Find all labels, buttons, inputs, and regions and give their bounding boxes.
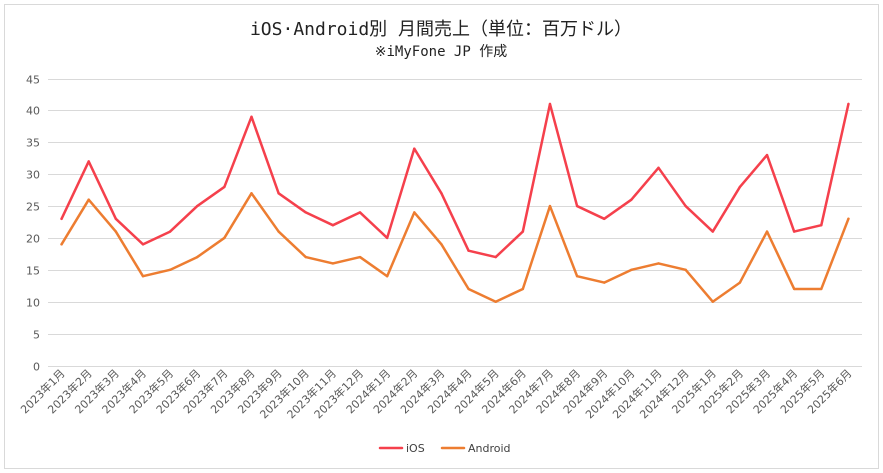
- data-point-ios: [548, 102, 552, 106]
- data-point-android: [603, 281, 606, 284]
- data-point-android: [114, 230, 118, 233]
- data-point-android: [141, 275, 145, 278]
- data-point-android: [765, 230, 769, 233]
- data-point-android: [413, 211, 416, 214]
- data-point-ios: [494, 255, 497, 259]
- data-point-ios: [792, 230, 796, 233]
- data-point-android: [521, 287, 525, 291]
- y-axis-tick-labels: 0 5 10 15 20 25 30 35 40 45: [26, 74, 40, 374]
- data-point-android: [250, 192, 253, 195]
- gridlines: [48, 79, 862, 367]
- y-tick-label: 40: [26, 105, 40, 118]
- data-point-ios: [304, 211, 307, 214]
- data-point-android: [440, 243, 443, 246]
- data-point-android: [575, 275, 579, 278]
- legend-label-android: Android: [468, 442, 511, 455]
- y-tick-label: 15: [26, 265, 40, 278]
- series-lines: [60, 102, 850, 303]
- data-point-ios: [250, 115, 253, 118]
- data-point-ios: [575, 204, 579, 208]
- data-point-android: [630, 268, 633, 272]
- data-point-ios: [630, 198, 633, 201]
- data-point-ios: [60, 217, 63, 221]
- chart-subtitle: ※iMyFone JP 作成: [375, 44, 507, 60]
- y-tick-label: 0: [33, 361, 40, 374]
- y-tick-label: 20: [26, 233, 40, 246]
- legend-label-ios: iOS: [406, 442, 425, 455]
- chart-border: [4, 4, 879, 469]
- data-point-ios: [684, 204, 687, 208]
- data-point-ios: [467, 249, 470, 252]
- data-point-android: [548, 204, 552, 208]
- series-line-ios: [60, 102, 850, 259]
- data-point-android: [684, 268, 687, 272]
- data-point-ios: [385, 236, 389, 240]
- data-point-android: [277, 230, 280, 233]
- data-point-ios: [141, 243, 145, 246]
- y-tick-label: 25: [26, 201, 40, 214]
- data-point-ios: [847, 102, 850, 106]
- data-point-android: [738, 281, 742, 284]
- data-point-ios: [196, 204, 199, 208]
- data-point-ios: [765, 153, 769, 157]
- data-point-android: [494, 300, 497, 303]
- data-point-ios: [223, 185, 226, 189]
- legend: iOS Android: [378, 442, 511, 455]
- data-point-ios: [358, 211, 362, 214]
- data-point-ios: [440, 192, 443, 195]
- data-point-ios: [413, 147, 416, 150]
- data-point-ios: [521, 230, 525, 233]
- data-point-android: [711, 300, 714, 303]
- data-point-android: [304, 255, 307, 259]
- y-tick-label: 45: [26, 74, 40, 87]
- data-point-android: [223, 236, 226, 240]
- data-point-android: [60, 243, 63, 246]
- data-point-android: [331, 262, 335, 265]
- data-point-android: [196, 255, 199, 259]
- y-tick-label: 35: [26, 137, 40, 150]
- data-point-ios: [820, 223, 823, 227]
- y-tick-label: 10: [26, 297, 40, 310]
- data-point-android: [820, 287, 823, 291]
- data-point-ios: [277, 192, 280, 195]
- data-point-android: [87, 198, 90, 201]
- data-point-android: [657, 262, 660, 265]
- y-tick-label: 30: [26, 169, 40, 182]
- series-line-android: [60, 192, 850, 303]
- data-point-ios: [168, 230, 172, 233]
- data-point-ios: [657, 166, 660, 169]
- data-point-ios: [331, 223, 335, 227]
- data-point-ios: [87, 160, 90, 163]
- legend-item-ios: iOS: [378, 442, 425, 455]
- data-point-android: [792, 287, 796, 291]
- chart-title: iOS·Android別 月間売上（単位：百万ドル）: [250, 19, 632, 40]
- data-point-android: [847, 217, 850, 221]
- data-point-ios: [738, 185, 742, 189]
- legend-item-android: Android: [440, 442, 511, 455]
- y-tick-label: 5: [33, 329, 40, 342]
- data-point-ios: [114, 217, 118, 221]
- data-point-android: [358, 255, 362, 259]
- data-point-android: [385, 275, 389, 278]
- data-point-ios: [603, 217, 606, 221]
- data-point-android: [168, 268, 172, 272]
- data-point-android: [467, 287, 470, 291]
- data-point-ios: [711, 230, 714, 233]
